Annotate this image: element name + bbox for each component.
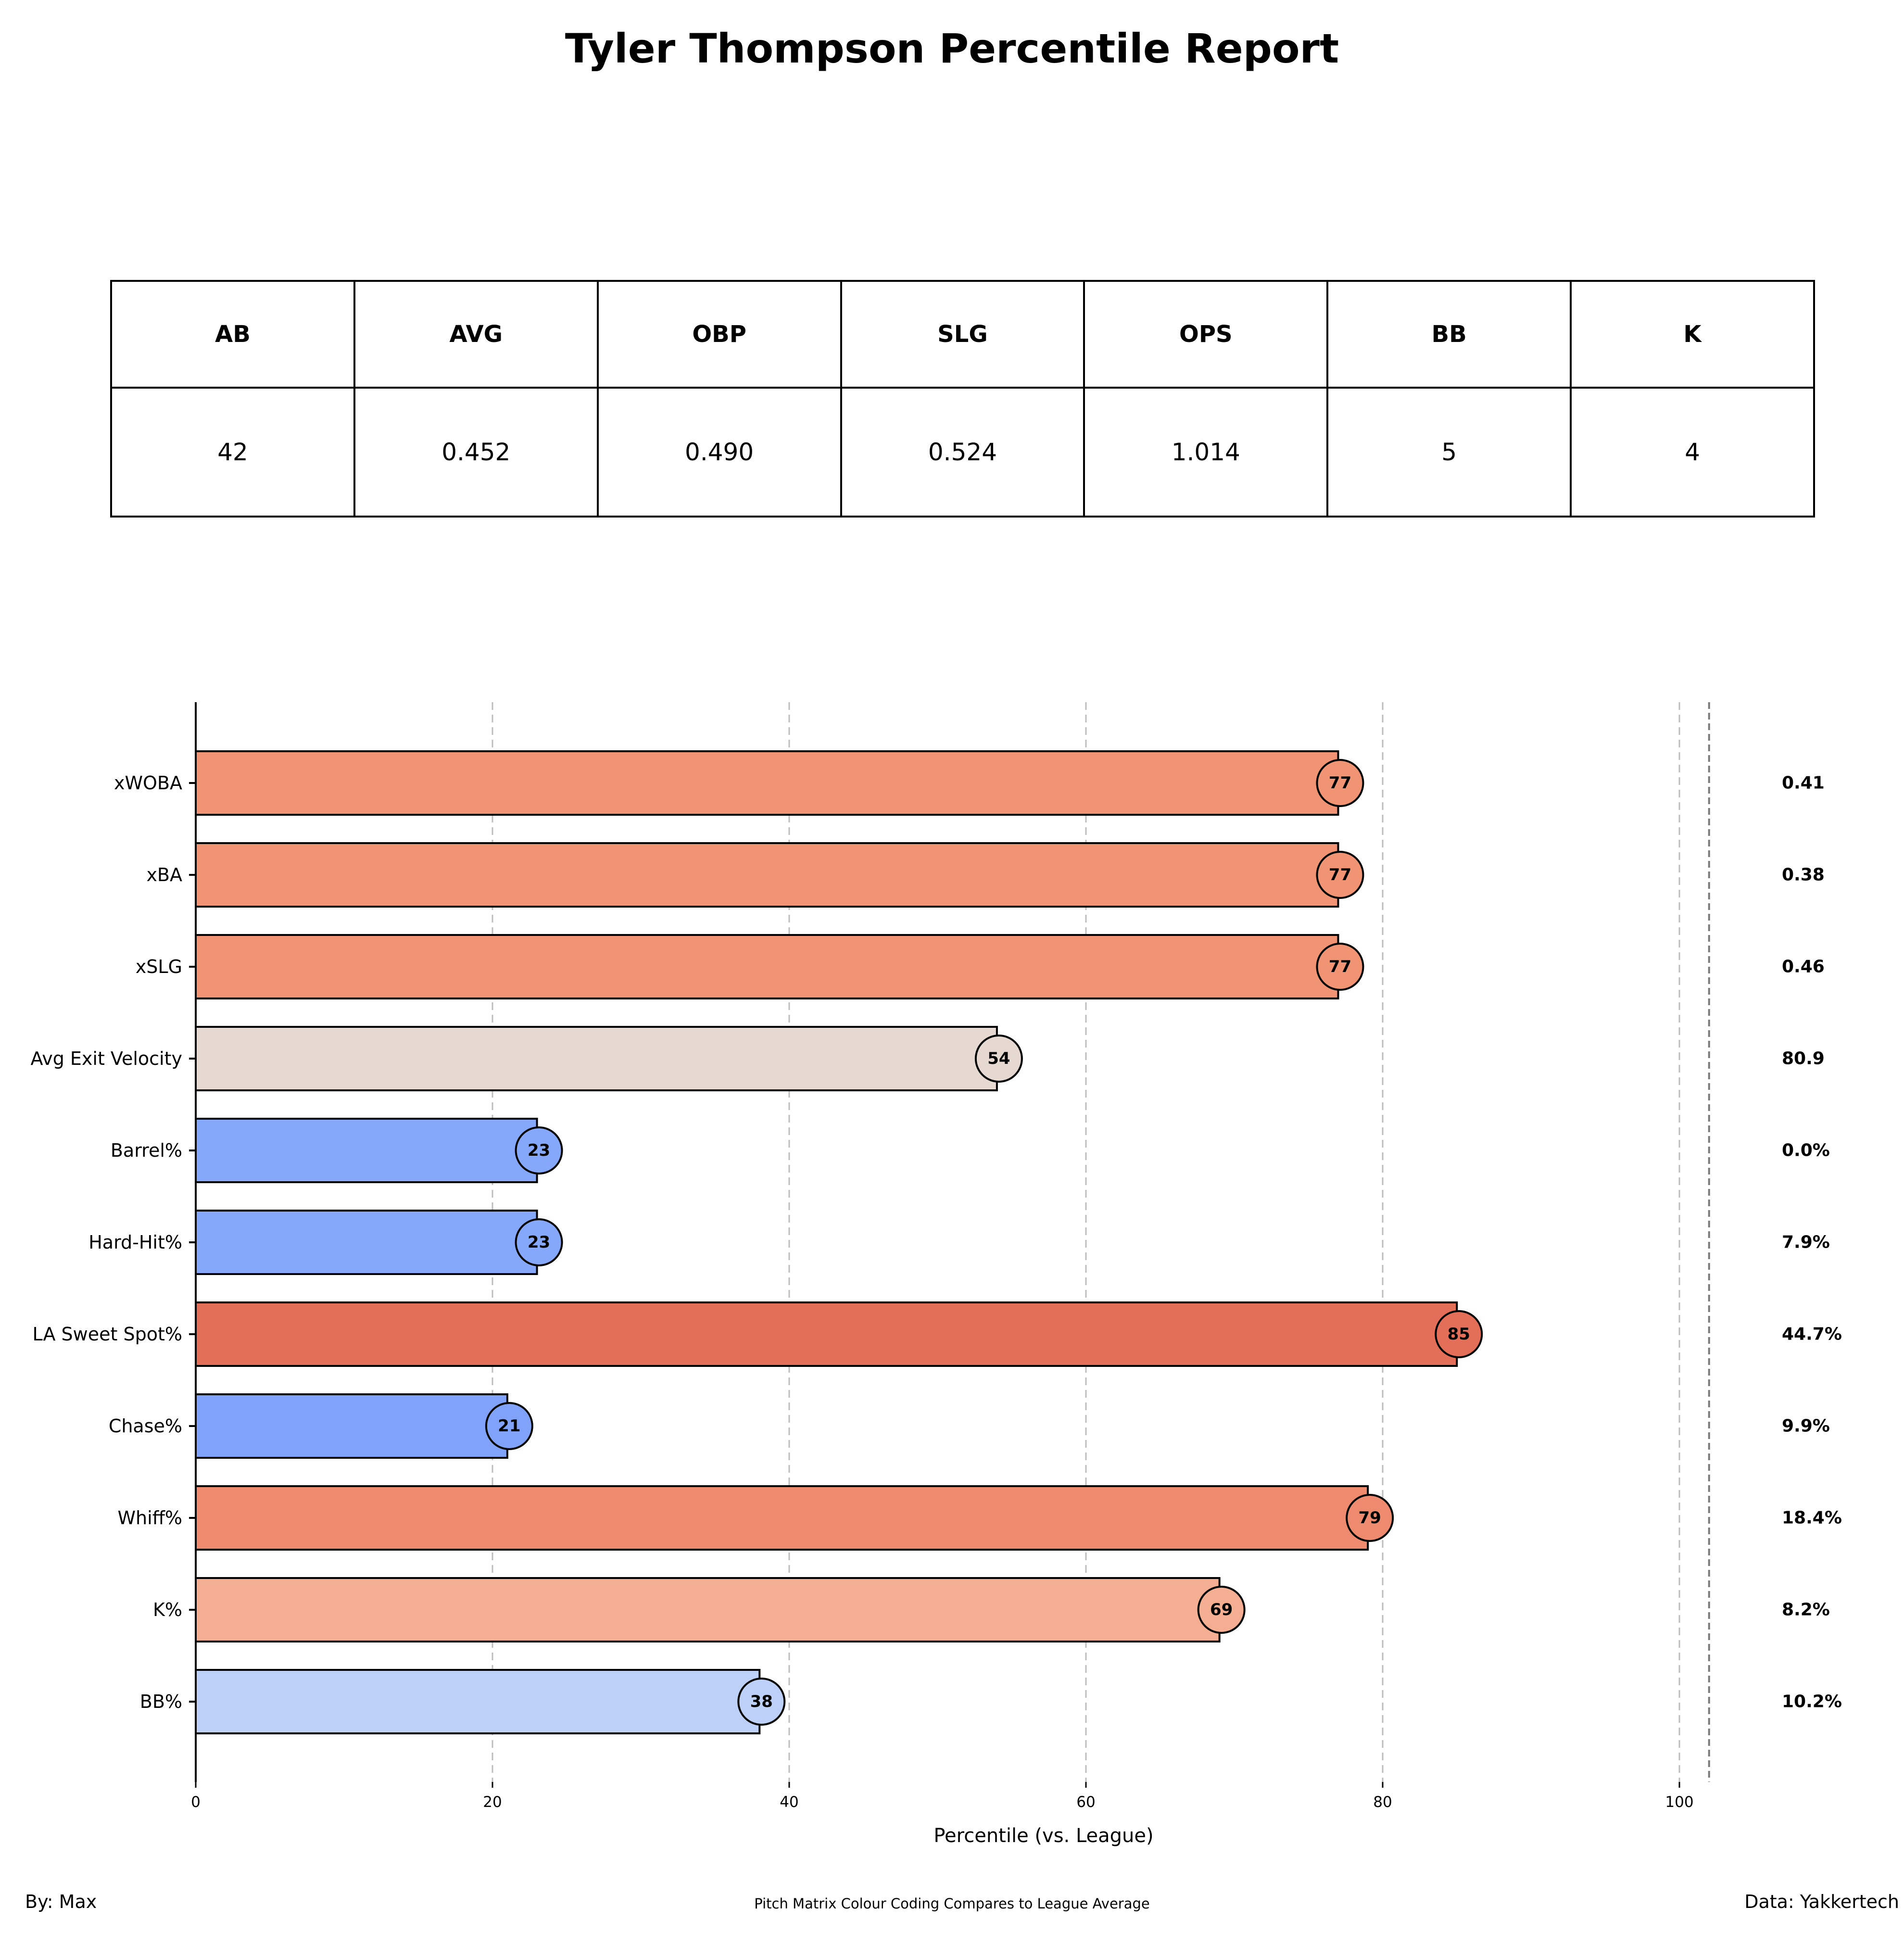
bar <box>195 1210 538 1275</box>
percentile-label: 77 <box>1329 865 1351 884</box>
y-tick-label: xWOBA <box>114 772 182 794</box>
y-tick-label: K% <box>153 1599 182 1620</box>
footer-note: Pitch Matrix Colour Coding Compares to L… <box>754 1895 1150 1912</box>
percentile-dot <box>515 1218 563 1266</box>
chart-title: Tyler Thompson Percentile Report <box>565 25 1339 72</box>
y-tick-label: Hard-Hit% <box>88 1232 182 1253</box>
stats-value-row: 42 0.452 0.490 0.524 1.014 5 4 <box>110 387 1815 518</box>
bar <box>195 1118 538 1183</box>
percentile-label: 79 <box>1358 1508 1381 1528</box>
bar <box>195 1026 998 1091</box>
y-tick-label: xBA <box>146 864 182 885</box>
footer-source: Data: Yakkertech <box>1744 1891 1899 1912</box>
stats-value-ops: 1.014 <box>1083 387 1329 518</box>
stats-header-k: K <box>1570 280 1815 389</box>
bar <box>195 1669 761 1734</box>
stats-value-avg: 0.452 <box>353 387 599 518</box>
raw-value-label: 10.2% <box>1782 1692 1842 1712</box>
x-tick-label: 60 <box>1076 1793 1095 1811</box>
percentile-label: 23 <box>528 1141 550 1160</box>
percentile-dot <box>1316 851 1364 899</box>
percentile-dot <box>485 1402 533 1450</box>
stats-header-bb: BB <box>1326 280 1572 389</box>
stats-header-row: AB AVG OBP SLG OPS BB K <box>110 280 1815 389</box>
raw-value-label: 18.4% <box>1782 1508 1842 1528</box>
percentile-dot <box>1316 943 1364 991</box>
stats-header-ops: OPS <box>1083 280 1329 389</box>
y-tick-label: xSLG <box>136 956 182 977</box>
raw-value-label: 8.2% <box>1782 1600 1830 1620</box>
bar <box>195 750 1339 816</box>
percentile-label: 54 <box>987 1049 1010 1068</box>
percentile-dot <box>737 1678 786 1726</box>
percentile-dot <box>974 1035 1023 1083</box>
raw-value-label: 80.9 <box>1782 1049 1825 1069</box>
footer-author: By: Max <box>25 1891 97 1912</box>
raw-value-label: 7.9% <box>1782 1233 1830 1252</box>
bar <box>195 934 1339 999</box>
x-tick-label: 20 <box>483 1793 502 1811</box>
stats-header-ab: AB <box>110 280 355 389</box>
raw-value-label: 9.9% <box>1782 1416 1830 1436</box>
y-tick-label: Barrel% <box>111 1140 182 1161</box>
stats-value-k: 4 <box>1570 387 1815 518</box>
x-tick-label: 100 <box>1665 1793 1693 1811</box>
percentile-label: 21 <box>498 1416 520 1436</box>
percentile-label: 85 <box>1448 1325 1470 1344</box>
y-tick-label: Whiff% <box>117 1507 182 1528</box>
raw-value-label: 0.46 <box>1782 957 1825 977</box>
y-tick-label: BB% <box>140 1691 182 1712</box>
percentile-dot <box>1435 1310 1483 1358</box>
stats-header-avg: AVG <box>353 280 599 389</box>
bar <box>195 842 1339 908</box>
y-tick-label: LA Sweet Spot% <box>32 1324 182 1345</box>
raw-value-label: 0.41 <box>1782 773 1825 793</box>
stats-value-bb: 5 <box>1326 387 1572 518</box>
stats-header-slg: SLG <box>840 280 1085 389</box>
stats-value-slg: 0.524 <box>840 387 1085 518</box>
percentile-bar-chart: xWOBA 77 0.41 xBA 77 0.38 xSLG 77 0.46 Avg Exit V… <box>30 702 1842 1847</box>
percentile-dot <box>515 1126 563 1175</box>
bar <box>195 1301 1458 1367</box>
stats-header-obp: OBP <box>596 280 842 389</box>
raw-value-label: 0.0% <box>1782 1141 1830 1161</box>
percentile-dot <box>1197 1586 1246 1634</box>
bar <box>195 1393 508 1459</box>
y-tick-label: Avg Exit Velocity <box>30 1048 182 1069</box>
raw-value-label: 0.38 <box>1782 865 1825 885</box>
y-tick-label: Chase% <box>109 1415 182 1437</box>
percentile-label: 23 <box>528 1233 550 1252</box>
bar <box>195 1577 1221 1642</box>
stats-table: AB AVG OBP SLG OPS BB K 42 0.452 0.490 0… <box>110 280 1815 518</box>
percentile-dot <box>1316 759 1364 807</box>
percentile-dot <box>1346 1494 1394 1542</box>
x-tick-label: 40 <box>780 1793 798 1811</box>
percentile-label: 77 <box>1329 957 1351 976</box>
percentile-label: 69 <box>1210 1600 1233 1619</box>
raw-value-label: 44.7% <box>1782 1325 1842 1344</box>
stats-value-obp: 0.490 <box>596 387 842 518</box>
x-tick-label: 80 <box>1373 1793 1392 1811</box>
percentile-label: 77 <box>1329 773 1351 793</box>
stats-value-ab: 42 <box>110 387 355 518</box>
x-axis-label: Percentile (vs. League) <box>933 1825 1153 1847</box>
x-tick-label: 0 <box>191 1793 201 1811</box>
bar <box>195 1485 1369 1551</box>
percentile-label: 38 <box>750 1692 773 1711</box>
